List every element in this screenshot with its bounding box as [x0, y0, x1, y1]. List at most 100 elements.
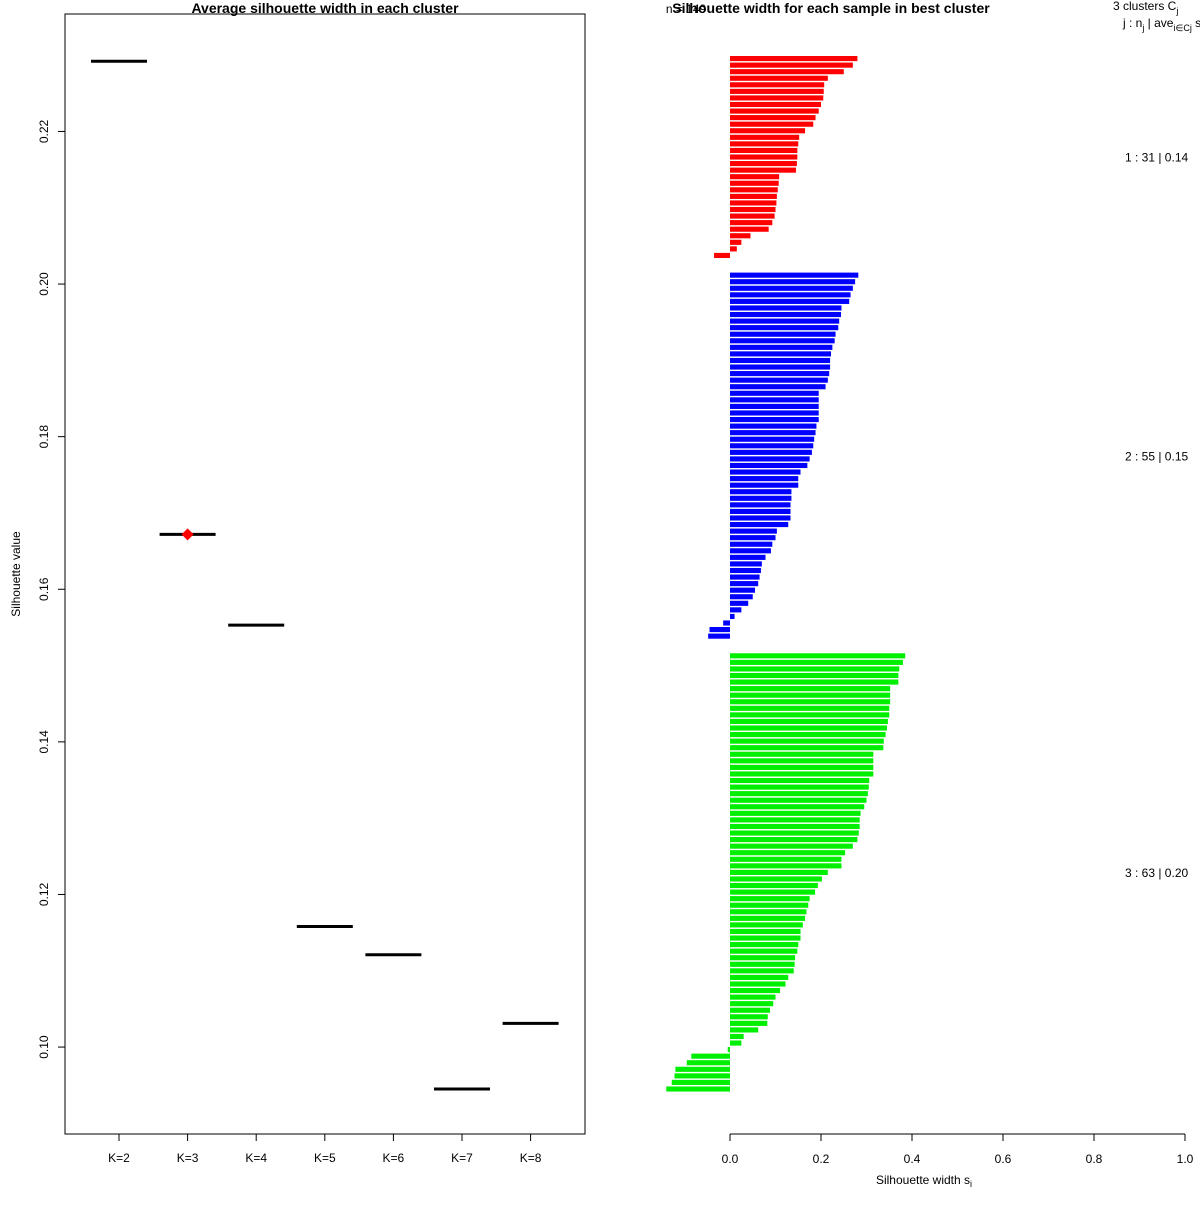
silhouette-bar: [730, 541, 773, 547]
silhouette-bar: [730, 462, 808, 469]
silhouette-bar: [730, 154, 798, 160]
silhouette-bar: [730, 1040, 742, 1046]
silhouette-bar: [730, 994, 776, 1000]
cluster-label: 1 : 31 | 0.14: [1125, 151, 1188, 165]
silhouette-bar: [730, 561, 762, 567]
silhouette-bar: [730, 850, 846, 856]
silhouette-bar: [730, 889, 816, 895]
silhouette-bar: [730, 476, 799, 482]
legend-header-line1-main: 3 clusters C: [1113, 0, 1177, 13]
silhouette-bar: [730, 397, 819, 403]
silhouette-bar: [730, 725, 887, 731]
silhouette-bar: [730, 882, 818, 889]
silhouette-bar: [730, 581, 759, 587]
silhouette-bar: [730, 607, 742, 613]
silhouette-bar: [730, 777, 870, 784]
silhouette-bar: [727, 1047, 730, 1053]
silhouette-bar: [730, 331, 836, 337]
silhouette-bar: [730, 745, 884, 751]
silhouette-bar: [730, 200, 777, 206]
silhouette-bar: [730, 686, 891, 692]
silhouette-bar: [730, 115, 816, 121]
silhouette-bar: [730, 784, 869, 790]
silhouette-bar: [730, 206, 776, 213]
silhouette-bar: [730, 863, 842, 869]
right-x-tick-label: 0.8: [1086, 1152, 1103, 1166]
silhouette-bar: [730, 876, 822, 882]
silhouette-bar: [730, 357, 831, 364]
silhouette-bar: [730, 1033, 744, 1040]
right-data-bars: [666, 56, 906, 1092]
silhouette-bar: [730, 613, 735, 619]
silhouette-bar: [730, 279, 856, 285]
silhouette-bar: [730, 738, 884, 744]
silhouette-bar: [730, 436, 815, 442]
silhouette-bar: [730, 535, 776, 541]
silhouette-bar: [730, 666, 900, 672]
silhouette-bar: [730, 902, 809, 908]
silhouette-bar: [730, 548, 771, 554]
silhouette-bar: [671, 1079, 730, 1085]
silhouette-bar: [730, 508, 791, 514]
silhouette-bar: [730, 364, 831, 370]
silhouette-bar: [730, 108, 819, 114]
silhouette-bar: [730, 732, 886, 738]
silhouette-bar: [730, 587, 756, 593]
silhouette-bar: [730, 830, 859, 836]
silhouette-bar: [730, 502, 791, 508]
silhouette-bar: [730, 272, 859, 278]
silhouette-bar: [730, 791, 868, 797]
silhouette-bar: [730, 187, 778, 193]
legend-header-line2-tail: s: [1192, 16, 1200, 30]
silhouette-bar: [730, 56, 858, 62]
silhouette-bar: [730, 751, 874, 757]
silhouette-bar: [730, 823, 860, 830]
silhouette-bar: [730, 659, 903, 665]
silhouette-bar: [730, 390, 819, 396]
silhouette-bar: [730, 771, 874, 777]
right-x-axis-label: Silhouette width si: [876, 1173, 972, 1189]
silhouette-bar: [730, 95, 824, 101]
cluster-labels: 1 : 31 | 0.14 2 : 55 | 0.15 3 : 63 | 0.20: [1125, 151, 1188, 880]
right-x-axis-label-main: Silhouette width s: [876, 1173, 970, 1187]
right-x-tick-label: 0.2: [813, 1152, 830, 1166]
silhouette-bar: [730, 213, 775, 219]
silhouette-bar: [730, 377, 828, 383]
right-x-tick-label: 0.4: [904, 1152, 921, 1166]
left-x-tick-label: K=3: [177, 1151, 199, 1165]
right-x-tick-label: 0.0: [722, 1152, 739, 1166]
right-panel: Silhouette width for each sample in best…: [666, 0, 1200, 1189]
silhouette-bar: [730, 489, 792, 495]
silhouette-bar: [691, 1053, 730, 1059]
silhouette-bar: [730, 718, 888, 725]
silhouette-bar: [730, 974, 789, 980]
silhouette-bar: [730, 141, 799, 147]
silhouette-bar: [730, 239, 742, 245]
silhouette-bar: [674, 1073, 730, 1079]
silhouette-bar: [730, 134, 800, 140]
silhouette-bar: [730, 403, 819, 409]
silhouette-bar: [730, 311, 842, 318]
silhouette-bar: [730, 416, 819, 423]
silhouette-bar: [730, 325, 839, 331]
left-y-tick-label: 0.22: [37, 119, 51, 143]
silhouette-bar: [730, 692, 891, 698]
silhouette-bar: [730, 1027, 759, 1033]
left-y-tick-label: 0.16: [37, 577, 51, 601]
right-x-axis-label-sub: i: [970, 1179, 972, 1189]
silhouette-bar: [730, 1007, 771, 1013]
silhouette-bar: [730, 62, 853, 68]
silhouette-bar: [730, 567, 761, 574]
silhouette-bar: [730, 705, 890, 711]
cluster-label: 3 : 63 | 0.20: [1125, 866, 1188, 880]
legend-header-line2-sub: j: [1141, 23, 1144, 33]
left-y-tick-label: 0.14: [37, 730, 51, 754]
silhouette-bar: [730, 180, 779, 186]
silhouette-bar: [730, 430, 816, 436]
silhouette-bar: [730, 285, 853, 291]
right-x-axis: 0.0 0.2 0.4 0.6 0.8 1.0: [722, 1133, 1194, 1166]
silhouette-bar: [730, 384, 826, 390]
silhouette-bar: [730, 82, 825, 88]
silhouette-bar: [730, 679, 899, 685]
